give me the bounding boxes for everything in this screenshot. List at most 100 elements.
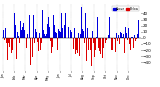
- Bar: [16, 38, 17, 59]
- Bar: [130, 38, 131, 50]
- Bar: [46, 34, 47, 38]
- Bar: [129, 38, 130, 44]
- Bar: [95, 38, 96, 48]
- Bar: [12, 38, 13, 50]
- Bar: [112, 38, 113, 50]
- Bar: [76, 38, 77, 50]
- Bar: [117, 38, 118, 41]
- Bar: [15, 25, 16, 38]
- Bar: [21, 30, 22, 38]
- Bar: [17, 32, 18, 38]
- Bar: [137, 35, 138, 38]
- Bar: [24, 30, 25, 38]
- Bar: [77, 38, 78, 53]
- Bar: [9, 38, 10, 47]
- Bar: [132, 37, 133, 38]
- Bar: [61, 13, 62, 38]
- Bar: [11, 38, 12, 53]
- Bar: [105, 38, 106, 43]
- Bar: [99, 38, 100, 51]
- Bar: [82, 29, 83, 38]
- Bar: [60, 32, 61, 38]
- Bar: [91, 38, 92, 66]
- Bar: [44, 34, 45, 38]
- Bar: [70, 30, 71, 38]
- Bar: [55, 32, 56, 38]
- Bar: [14, 13, 15, 38]
- Bar: [139, 33, 140, 38]
- Bar: [87, 28, 88, 38]
- Bar: [5, 28, 6, 38]
- Bar: [116, 35, 117, 38]
- Bar: [49, 27, 50, 38]
- Bar: [26, 38, 27, 48]
- Bar: [123, 34, 124, 38]
- Bar: [39, 33, 40, 38]
- Bar: [119, 38, 120, 44]
- Bar: [100, 38, 101, 54]
- Bar: [10, 38, 11, 39]
- Bar: [59, 31, 60, 38]
- Bar: [135, 38, 136, 41]
- Bar: [23, 23, 24, 38]
- Bar: [54, 25, 55, 38]
- Bar: [36, 32, 37, 38]
- Bar: [20, 21, 21, 38]
- Bar: [88, 38, 89, 50]
- Bar: [107, 38, 108, 42]
- Bar: [41, 38, 42, 43]
- Bar: [109, 17, 110, 38]
- Bar: [81, 7, 82, 38]
- Bar: [110, 38, 111, 44]
- Bar: [13, 38, 14, 39]
- Bar: [138, 19, 139, 38]
- Bar: [68, 27, 69, 38]
- Bar: [28, 38, 29, 41]
- Bar: [92, 31, 93, 38]
- Bar: [71, 32, 72, 38]
- Bar: [31, 32, 32, 38]
- Bar: [42, 10, 43, 38]
- Bar: [35, 29, 36, 38]
- Bar: [45, 36, 46, 38]
- Bar: [65, 13, 66, 38]
- Bar: [115, 38, 116, 52]
- Bar: [96, 37, 97, 38]
- Bar: [79, 38, 80, 56]
- Bar: [121, 33, 122, 38]
- Bar: [118, 35, 119, 38]
- Bar: [94, 38, 95, 57]
- Bar: [80, 34, 81, 38]
- Bar: [19, 38, 20, 53]
- Bar: [34, 38, 35, 43]
- Bar: [25, 36, 26, 38]
- Bar: [27, 34, 28, 38]
- Bar: [122, 37, 123, 38]
- Bar: [134, 35, 135, 38]
- Bar: [131, 37, 132, 38]
- Bar: [111, 38, 112, 50]
- Bar: [50, 38, 51, 41]
- Bar: [104, 38, 105, 60]
- Bar: [108, 35, 109, 38]
- Bar: [133, 38, 134, 48]
- Bar: [120, 32, 121, 38]
- Bar: [93, 38, 94, 43]
- Bar: [63, 27, 64, 38]
- Bar: [102, 38, 103, 58]
- Bar: [114, 38, 115, 39]
- Bar: [3, 30, 4, 38]
- Bar: [90, 38, 91, 50]
- Bar: [6, 38, 7, 43]
- Bar: [72, 32, 73, 38]
- Bar: [78, 33, 79, 38]
- Bar: [74, 28, 75, 38]
- Bar: [124, 38, 125, 53]
- Bar: [38, 38, 39, 51]
- Bar: [97, 17, 98, 38]
- Bar: [86, 38, 87, 61]
- Bar: [56, 33, 57, 38]
- Bar: [106, 38, 107, 40]
- Bar: [89, 38, 90, 39]
- Legend: Above, Below: Above, Below: [112, 6, 139, 11]
